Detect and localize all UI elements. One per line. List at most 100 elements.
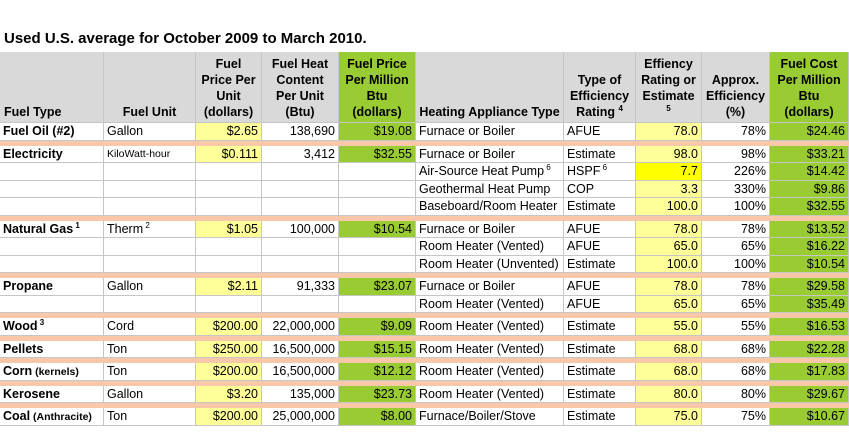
- cell-fuel-price: $0.111: [196, 145, 262, 163]
- group-separator: [0, 335, 849, 341]
- cell-efficiency-type: AFUE: [564, 295, 636, 313]
- header-cost-per-mbtu: Fuel Cost Per Million Btu (dollars): [770, 52, 849, 123]
- header-appliance-type: Heating Appliance Type: [416, 52, 564, 123]
- cell-efficiency-type: Estimate: [564, 385, 636, 403]
- cell-efficiency-type: Estimate: [564, 408, 636, 426]
- cell-price-per-mbtu: $19.08: [339, 123, 416, 141]
- header-fuel-price: Fuel Price Per Unit (dollars): [196, 52, 262, 123]
- group-separator: [0, 403, 849, 408]
- cell-fuel-unit: [104, 295, 196, 313]
- cell-fuel-type: [0, 255, 104, 273]
- cell-efficiency-rating: 7.7: [636, 163, 702, 181]
- cell-fuel-type: Natural Gas 1: [0, 220, 104, 238]
- cell-fuel-type-footnote: 1: [73, 220, 80, 230]
- cell-efficiency-rating: 78.0: [636, 220, 702, 238]
- cell-fuel-unit: [104, 180, 196, 198]
- cell-fuel-unit: KiloWatt-hour: [104, 145, 196, 163]
- cell-fuel-unit-footnote: 2: [143, 220, 150, 230]
- cell-cost-per-mbtu: $17.83: [770, 363, 849, 381]
- cell-fuel-type: Propane: [0, 278, 104, 296]
- cell-cost-per-mbtu: $13.52: [770, 220, 849, 238]
- cell-fuel-type-footnote: 3: [37, 318, 45, 327]
- cell-fuel-unit: Cord: [104, 318, 196, 336]
- cell-price-per-mbtu: $23.73: [339, 385, 416, 403]
- cell-fuel-price: $2.11: [196, 278, 262, 296]
- cell-appliance-type: Room Heater (Vented): [416, 340, 564, 358]
- cell-price-per-mbtu: [339, 180, 416, 198]
- cell-fuel-unit: Gallon: [104, 278, 196, 296]
- cell-cost-per-mbtu: $14.42: [770, 163, 849, 181]
- cell-efficiency-type: Estimate: [564, 318, 636, 336]
- cell-approx-efficiency: 65%: [702, 238, 770, 256]
- cell-fuel-price: $3.20: [196, 385, 262, 403]
- cell-heat-content: 22,000,000: [262, 318, 339, 336]
- cell-fuel-price: [196, 295, 262, 313]
- cell-price-per-mbtu: $10.54: [339, 220, 416, 238]
- cell-heat-content: 25,000,000: [262, 408, 339, 426]
- cell-efficiency-rating: 75.0: [636, 408, 702, 426]
- cell-fuel-note: (kernels): [32, 366, 79, 378]
- cell-fuel-unit: Ton: [104, 340, 196, 358]
- cell-fuel-type: Electricity: [0, 145, 104, 163]
- cell-efficiency-type: COP: [564, 180, 636, 198]
- cell-price-per-mbtu: [339, 238, 416, 256]
- cell-approx-efficiency: 100%: [702, 255, 770, 273]
- cell-fuel-price: $1.05: [196, 220, 262, 238]
- cell-approx-efficiency: 80%: [702, 385, 770, 403]
- cell-fuel-type: Wood 3: [0, 318, 104, 336]
- cell-efficiency-type: HSPF 6: [564, 163, 636, 181]
- cell-fuel-unit: Gallon: [104, 385, 196, 403]
- cell-cost-per-mbtu: $35.49: [770, 295, 849, 313]
- cell-fuel-type: Coal (Anthracite): [0, 408, 104, 426]
- cell-approx-efficiency: 68%: [702, 363, 770, 381]
- cell-fuel-note: (Anthracite): [30, 411, 92, 423]
- cell-approx-efficiency: 226%: [702, 163, 770, 181]
- cell-price-per-mbtu: [339, 295, 416, 313]
- group-separator: [0, 358, 849, 363]
- group-separator: [0, 313, 849, 318]
- cell-fuel-type: [0, 238, 104, 256]
- header-efficiency-type: Type of Efficiency Rating 4: [564, 52, 636, 123]
- cell-efficiency-type: AFUE: [564, 238, 636, 256]
- header-efficiency-rating-footnote: 5: [666, 103, 671, 113]
- cell-efficiency-rating: 65.0: [636, 295, 702, 313]
- cell-fuel-price: [196, 180, 262, 198]
- cell-fuel-type: [0, 180, 104, 198]
- cell-cost-per-mbtu: $29.58: [770, 278, 849, 296]
- cell-heat-content: 135,000: [262, 385, 339, 403]
- cell-efficiency-type-footnote: 6: [600, 163, 608, 172]
- cell-approx-efficiency: 100%: [702, 198, 770, 216]
- cell-fuel-unit: Ton: [104, 408, 196, 426]
- cell-efficiency-rating: 80.0: [636, 385, 702, 403]
- cell-appliance-type: Room Heater (Vented): [416, 238, 564, 256]
- cell-fuel-type: [0, 198, 104, 216]
- cell-cost-per-mbtu: $32.55: [770, 198, 849, 216]
- cell-fuel-type: [0, 163, 104, 181]
- cell-efficiency-type: AFUE: [564, 123, 636, 141]
- cell-efficiency-type: Estimate: [564, 198, 636, 216]
- header-efficiency-rating: Effiency Rating or Estimate 5: [636, 52, 702, 123]
- cell-efficiency-rating: 78.0: [636, 278, 702, 296]
- cell-approx-efficiency: 75%: [702, 408, 770, 426]
- cell-efficiency-type: AFUE: [564, 220, 636, 238]
- cell-cost-per-mbtu: $16.53: [770, 318, 849, 336]
- cell-cost-per-mbtu: $29.67: [770, 385, 849, 403]
- cell-efficiency-rating: 78.0: [636, 123, 702, 141]
- cell-heat-content: [262, 198, 339, 216]
- group-separator: [0, 215, 849, 221]
- cell-fuel-unit: Ton: [104, 363, 196, 381]
- cell-cost-per-mbtu: $24.46: [770, 123, 849, 141]
- cell-appliance-type: Room Heater (Vented): [416, 363, 564, 381]
- cell-approx-efficiency: 68%: [702, 340, 770, 358]
- cell-appliance-type-footnote: 6: [544, 163, 551, 172]
- cell-heat-content: [262, 255, 339, 273]
- cell-heat-content: [262, 163, 339, 181]
- cell-fuel-type: Corn (kernels): [0, 363, 104, 381]
- cell-fuel-price: $250.00: [196, 340, 262, 358]
- cell-heat-content: [262, 238, 339, 256]
- cell-efficiency-type: Estimate: [564, 340, 636, 358]
- cell-fuel-price: $200.00: [196, 318, 262, 336]
- cell-heat-content: 16,500,000: [262, 363, 339, 381]
- header-fuel-type: Fuel Type: [0, 52, 104, 123]
